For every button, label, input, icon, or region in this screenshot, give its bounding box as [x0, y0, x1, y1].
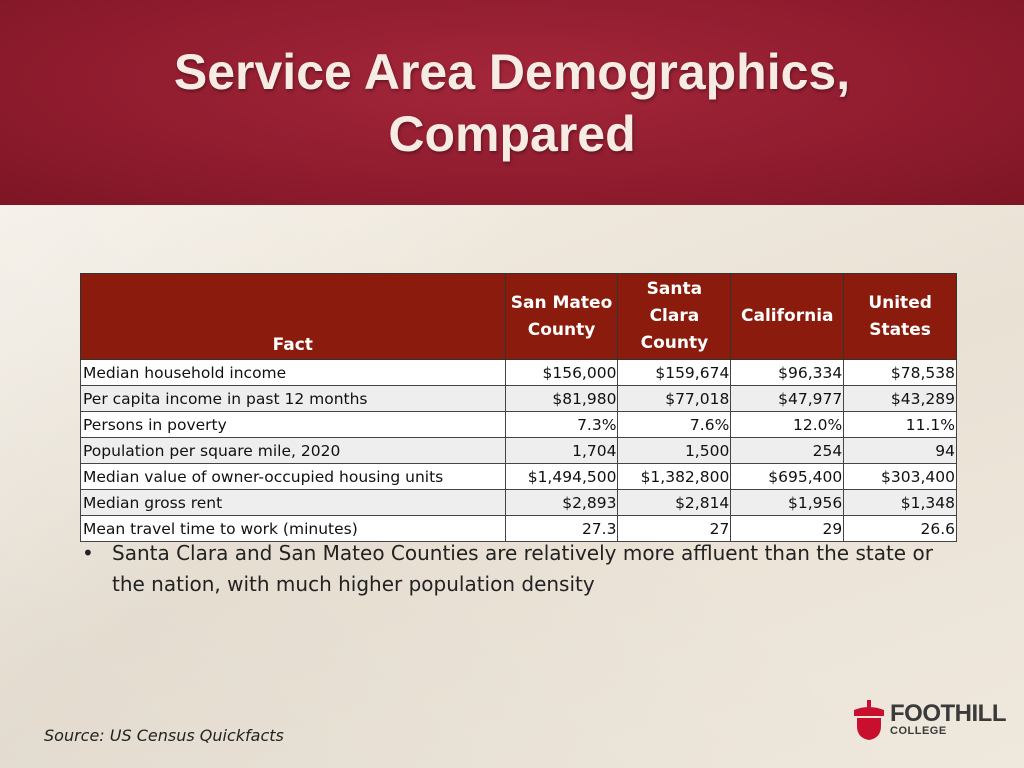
cell-santa-clara: $2,814	[617, 489, 732, 516]
table-row: Per capita income in past 12 months $81,…	[80, 385, 957, 412]
row-label: Median gross rent	[80, 489, 506, 516]
bullet-text: Santa Clara and San Mateo Counties are r…	[112, 541, 933, 596]
cell-california: $47,977	[730, 385, 845, 412]
cell-santa-clara: $77,018	[617, 385, 732, 412]
cell-united-states: $303,400	[843, 463, 957, 490]
cell-united-states: 11.1%	[843, 411, 957, 438]
cell-san-mateo: 7.3%	[504, 411, 619, 438]
bullet-item: • Santa Clara and San Mateo Counties are…	[80, 538, 970, 600]
cell-california: 254	[730, 437, 845, 464]
column-header-san-mateo: San Mateo County	[504, 273, 619, 360]
table-row: Mean travel time to work (minutes) 27.3 …	[80, 515, 957, 542]
title-banner: Service Area Demographics, Compared	[0, 0, 1024, 205]
column-header-united-states: United States	[843, 273, 957, 360]
cell-united-states: 94	[843, 437, 957, 464]
row-label: Population per square mile, 2020	[80, 437, 506, 464]
bullet-list: • Santa Clara and San Mateo Counties are…	[80, 538, 970, 600]
cell-santa-clara: 1,500	[617, 437, 732, 464]
acorn-icon	[854, 700, 884, 740]
source-note: Source: US Census Quickfacts	[44, 726, 284, 745]
column-header-california: California	[730, 273, 845, 360]
bullet-dot-icon: •	[82, 541, 94, 565]
row-label: Per capita income in past 12 months	[80, 385, 506, 412]
table-row: Median value of owner-occupied housing u…	[80, 463, 957, 490]
row-label: Median household income	[80, 359, 506, 386]
cell-san-mateo: $1,494,500	[504, 463, 619, 490]
table-header-row: Fact San Mateo County Santa Clara County…	[80, 273, 957, 360]
cell-united-states: $1,348	[843, 489, 957, 516]
cell-san-mateo: 1,704	[504, 437, 619, 464]
cell-san-mateo: $81,980	[504, 385, 619, 412]
cell-santa-clara: $1,382,800	[617, 463, 732, 490]
cell-united-states: $43,289	[843, 385, 957, 412]
cell-san-mateo: $2,893	[504, 489, 619, 516]
table-row: Population per square mile, 2020 1,704 1…	[80, 437, 957, 464]
column-header-fact: Fact	[80, 273, 506, 360]
cell-santa-clara: 7.6%	[617, 411, 732, 438]
row-label: Median value of owner-occupied housing u…	[80, 463, 506, 490]
foothill-college-logo: FOOTHILL COLLEGE	[852, 700, 1006, 740]
cell-california: 29	[730, 515, 845, 542]
cell-california: $695,400	[730, 463, 845, 490]
cell-california: $1,956	[730, 489, 845, 516]
table-row: Median gross rent $2,893 $2,814 $1,956 $…	[80, 489, 957, 516]
column-header-santa-clara: Santa Clara County	[617, 273, 732, 360]
row-label: Mean travel time to work (minutes)	[80, 515, 506, 542]
demographics-table: Fact San Mateo County Santa Clara County…	[80, 273, 957, 542]
logo-subtitle: COLLEGE	[890, 724, 947, 737]
cell-san-mateo: $156,000	[504, 359, 619, 386]
table-row: Median household income $156,000 $159,67…	[80, 359, 957, 386]
table-row: Persons in poverty 7.3% 7.6% 12.0% 11.1%	[80, 411, 957, 438]
logo-wordmark: FOOTHILL COLLEGE	[890, 699, 1006, 738]
cell-california: 12.0%	[730, 411, 845, 438]
logo-name: FOOTHILL	[890, 699, 1006, 727]
row-label: Persons in poverty	[80, 411, 506, 438]
slide-title: Service Area Demographics, Compared	[173, 43, 851, 162]
cell-united-states: 26.6	[843, 515, 957, 542]
cell-united-states: $78,538	[843, 359, 957, 386]
cell-san-mateo: 27.3	[504, 515, 619, 542]
cell-california: $96,334	[730, 359, 845, 386]
cell-santa-clara: $159,674	[617, 359, 732, 386]
